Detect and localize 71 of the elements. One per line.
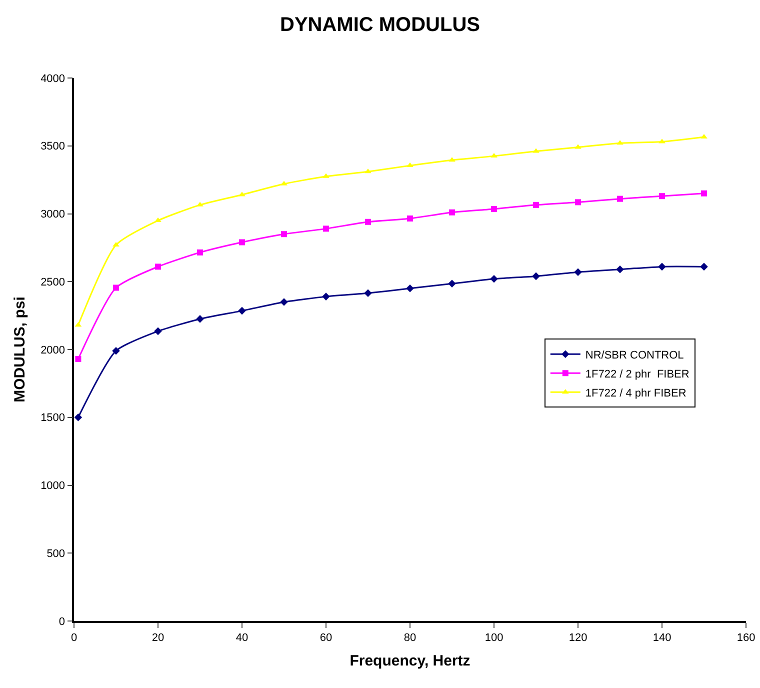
y-tick-label: 3000 (40, 208, 66, 221)
point (113, 284, 119, 291)
point (197, 249, 203, 256)
point (616, 266, 624, 274)
point (700, 134, 708, 139)
point (364, 289, 372, 298)
x-tick-label: 100 (484, 632, 504, 644)
point (112, 242, 120, 246)
y-axis-title: MODULUS, psi (11, 296, 28, 402)
point (365, 218, 371, 225)
x-tick-label: 40 (236, 632, 248, 644)
y-tick-label: 500 (46, 548, 66, 560)
point (616, 140, 624, 145)
y-tick-label: 1500 (40, 412, 66, 424)
point (659, 193, 665, 200)
point (323, 226, 329, 232)
point (575, 199, 581, 206)
point (322, 173, 330, 178)
point (448, 157, 456, 162)
point (490, 275, 498, 283)
legend-label: NR/SBR CONTROL (585, 349, 684, 362)
point (658, 138, 666, 144)
point (406, 284, 414, 292)
x-tick-label: 0 (70, 632, 78, 644)
y-tick-label: 2500 (40, 276, 66, 288)
point (238, 306, 246, 315)
x-tick-label: 60 (320, 632, 332, 644)
point (322, 292, 330, 300)
x-tick-label: 140 (652, 632, 672, 644)
point (701, 190, 707, 196)
point (238, 192, 246, 196)
y-tick-label: 0 (58, 616, 66, 628)
point (155, 264, 161, 270)
point (74, 413, 82, 422)
point (658, 262, 666, 271)
x-axis-title: Frequency, Hertz (350, 652, 470, 670)
y-tick-label: 1000 (40, 480, 66, 492)
point (617, 196, 623, 202)
x-tick-label: 160 (736, 632, 756, 644)
point (280, 298, 288, 306)
point (112, 346, 120, 355)
point (449, 209, 455, 216)
y-tick-label: 2000 (40, 344, 66, 356)
point (532, 148, 540, 153)
legend-label: 1F722 / 4 phr FIBER (585, 387, 686, 400)
point (364, 168, 372, 174)
point (532, 272, 540, 280)
point (154, 218, 162, 222)
point (490, 153, 498, 158)
point (533, 202, 539, 208)
x-tick-label: 80 (404, 632, 416, 644)
chart-title: DYNAMIC MODULUS (280, 14, 480, 36)
point (491, 206, 497, 212)
point (280, 180, 288, 186)
point (75, 356, 82, 362)
point (281, 231, 287, 238)
point (407, 216, 413, 222)
y-tick-label: 3500 (40, 140, 66, 153)
legend-label: 1F722 / 2 phr FIBER (585, 368, 690, 380)
point (406, 162, 414, 168)
y-tick-label: 4000 (40, 72, 66, 85)
x-tick-label: 20 (152, 632, 164, 644)
point (239, 239, 245, 246)
point (574, 144, 582, 149)
point (154, 327, 162, 336)
x-tick-label: 120 (568, 632, 588, 644)
point (700, 262, 708, 271)
point (448, 280, 456, 288)
point (196, 315, 204, 323)
point (574, 268, 582, 276)
point (196, 202, 204, 206)
